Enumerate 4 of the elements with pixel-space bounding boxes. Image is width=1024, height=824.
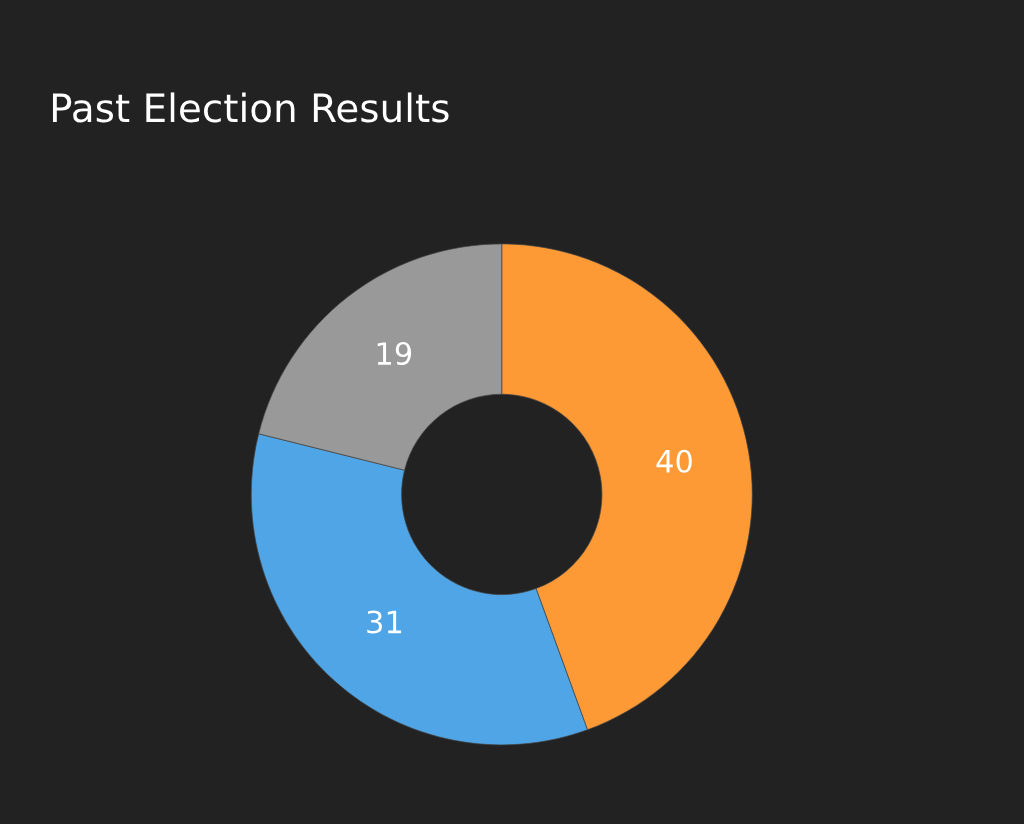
data-label: 19 [377, 341, 412, 366]
chart-title: Past Election Results [52, 92, 449, 123]
data-label: 40 [656, 449, 692, 473]
data-label: 31 [367, 610, 402, 634]
